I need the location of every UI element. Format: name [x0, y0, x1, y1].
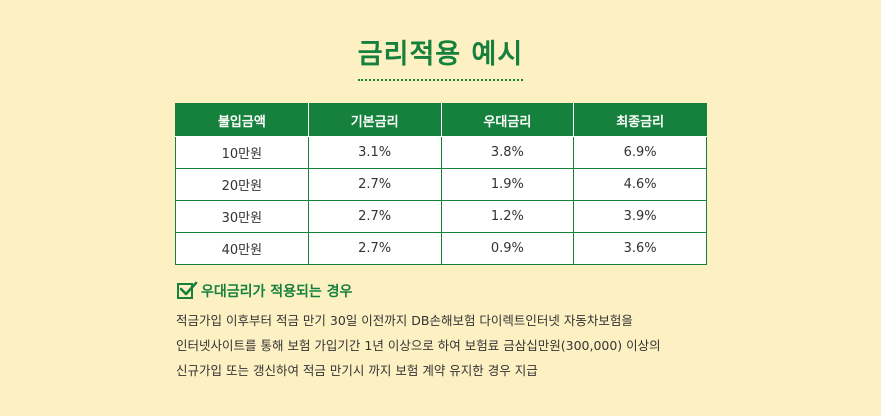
table-row: 30만원 2.7% 1.2% 3.9%: [175, 200, 707, 233]
condition-title: 우대금리가 적용되는 경우: [201, 284, 353, 300]
cell-preferential-rate: 3.8%: [440, 136, 575, 169]
checkbox-checked-icon: [177, 281, 198, 299]
condition-description: 적금가입 이후부터 적금 만기 30일 이전까지 DB손해보험 다이렉트인터넷 …: [176, 308, 776, 383]
cell-final-rate: 3.6%: [573, 232, 707, 265]
header-final-rate: 최종금리: [573, 103, 707, 137]
table-row: 20만원 2.7% 1.9% 4.6%: [175, 168, 707, 201]
table-header-row: 불입금액 기본금리 우대금리 최종금리: [175, 103, 707, 137]
description-line: 신규가입 또는 갱신하여 적금 만기시 까지 보험 계약 유지한 경우 지급: [176, 363, 538, 378]
cell-preferential-rate: 1.9%: [440, 168, 575, 201]
section-title-text: 금리적용 예시: [357, 32, 524, 81]
cell-base-rate: 3.1%: [307, 136, 442, 169]
description-line: 인터넷사이트를 통해 보험 가입기간 1년 이상으로 하여 보험료 금삼십만원(…: [176, 338, 661, 353]
header-preferential-rate: 우대금리: [440, 103, 575, 137]
cell-base-rate: 2.7%: [307, 168, 442, 201]
description-line: 적금가입 이후부터 적금 만기 30일 이전까지 DB손해보험 다이렉트인터넷 …: [176, 313, 633, 328]
cell-final-rate: 4.6%: [573, 168, 707, 201]
cell-base-rate: 2.7%: [307, 232, 442, 265]
cell-deposit-amount: 30만원: [175, 200, 309, 233]
cell-preferential-rate: 1.2%: [440, 200, 575, 233]
cell-final-rate: 3.9%: [573, 200, 707, 233]
header-base-rate: 기본금리: [307, 103, 442, 137]
cell-final-rate: 6.9%: [573, 136, 707, 169]
cell-preferential-rate: 0.9%: [440, 232, 575, 265]
header-deposit-amount: 불입금액: [175, 103, 309, 137]
table-row: 10만원 3.1% 3.8% 6.9%: [175, 136, 707, 169]
cell-base-rate: 2.7%: [307, 200, 442, 233]
cell-deposit-amount: 40만원: [175, 232, 309, 265]
rate-example-table: 불입금액 기본금리 우대금리 최종금리 10만원 3.1% 3.8% 6.9% …: [175, 103, 707, 265]
table-row: 40만원 2.7% 0.9% 3.6%: [175, 232, 707, 265]
cell-deposit-amount: 10만원: [175, 136, 309, 169]
cell-deposit-amount: 20만원: [175, 168, 309, 201]
section-title: 금리적용 예시: [0, 32, 881, 81]
preferential-condition-heading: 우대금리가 적용되는 경우: [177, 281, 352, 301]
